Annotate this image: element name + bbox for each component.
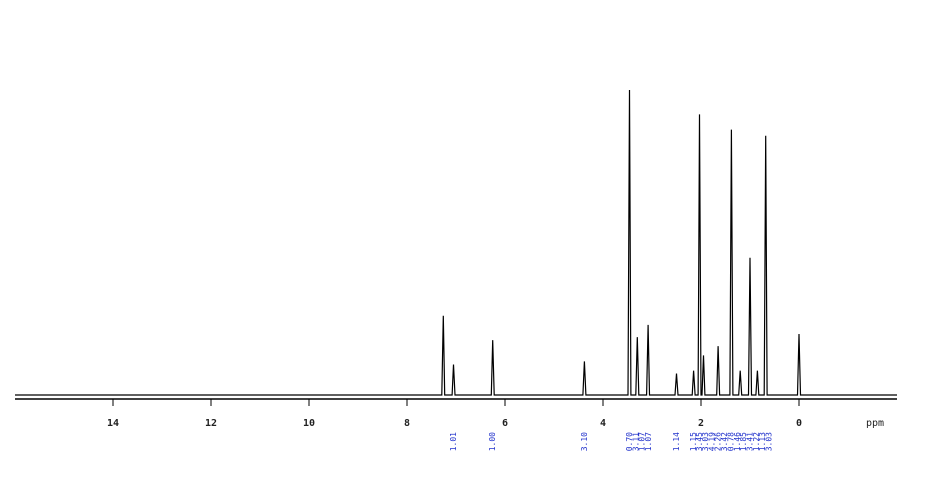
integral-label: 3.03 xyxy=(765,432,774,451)
x-tick-label: 2 xyxy=(698,418,704,429)
integral-label: 1.07 xyxy=(644,432,653,451)
integral-label: 0.70 xyxy=(625,432,634,451)
integral-label: 3.10 xyxy=(580,432,589,451)
integral-label: 1.00 xyxy=(488,432,497,451)
integral-label: 3.45 xyxy=(695,432,704,451)
integral-label: 4.19 xyxy=(707,432,716,451)
spectrum xyxy=(15,89,897,396)
x-tick-label: 8 xyxy=(404,418,410,429)
x-tick-label: 6 xyxy=(502,418,508,429)
x-tick-label: 0 xyxy=(796,418,802,429)
integral-label: 3.11 xyxy=(631,432,640,451)
integral-label: 3.41 xyxy=(746,432,755,451)
integral-label: 1.85 xyxy=(739,432,748,451)
integral-label: 3.42 xyxy=(720,432,729,451)
integral-label: 1.13 xyxy=(758,432,767,451)
integral-label: 1.07 xyxy=(638,432,647,451)
integral-label: 0.78 xyxy=(726,432,735,451)
integral-label: 1.22 xyxy=(752,432,761,451)
x-tick-label: 12 xyxy=(205,418,217,429)
integral-label: 3.03 xyxy=(701,432,710,451)
x-tick-label: 14 xyxy=(107,418,119,429)
integral-label: 2.26 xyxy=(714,432,723,451)
integral-label: 1.14 xyxy=(672,432,681,451)
integral-label: 1.15 xyxy=(689,432,698,451)
x-tick-label: 10 xyxy=(303,418,315,429)
integral-label: 1.46 xyxy=(733,432,742,451)
x-axis-label: ppm xyxy=(866,418,884,429)
integral-label: 1.01 xyxy=(449,432,458,451)
x-tick-label: 4 xyxy=(600,418,606,429)
